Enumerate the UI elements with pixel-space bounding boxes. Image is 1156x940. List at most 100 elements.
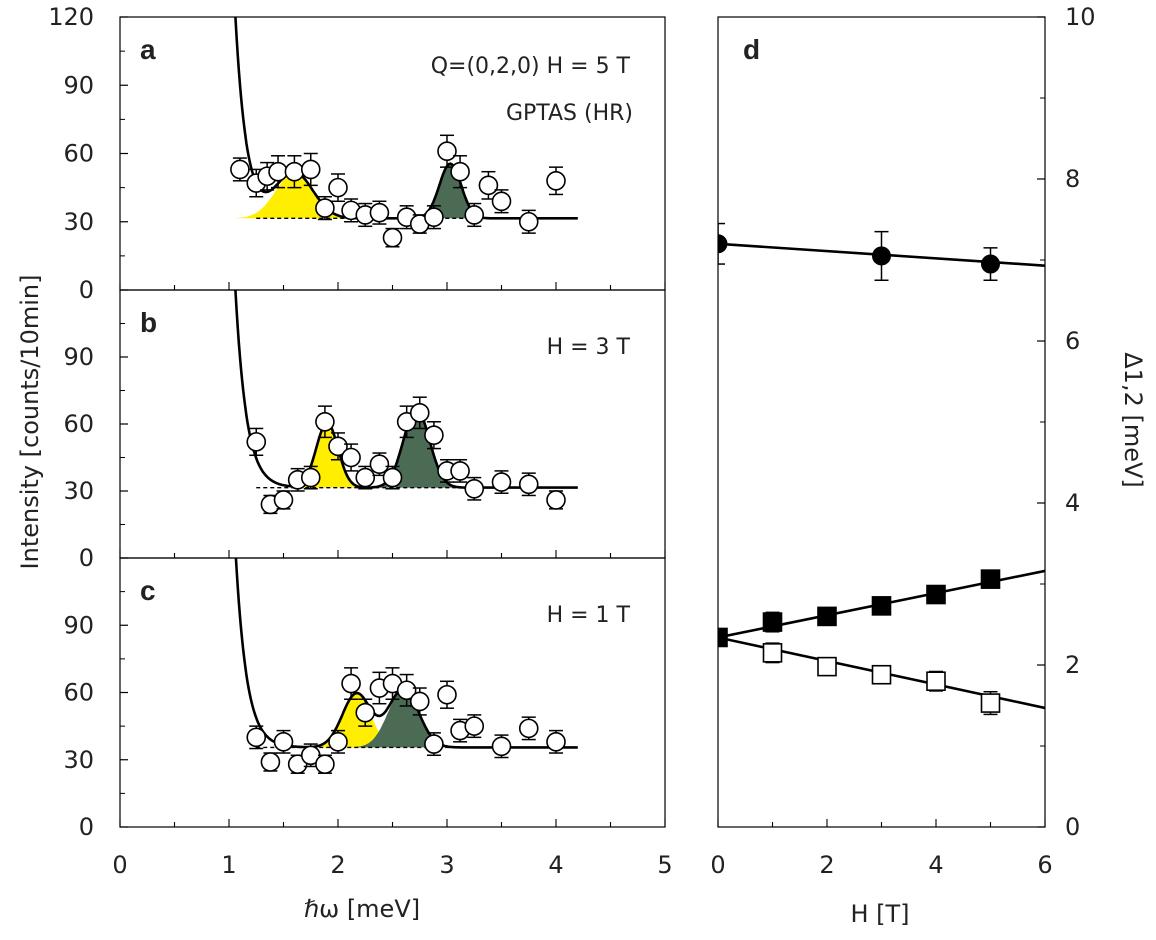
x-tick-label: 1 bbox=[221, 851, 236, 879]
data-point bbox=[355, 465, 376, 490]
y-tick-label: 90 bbox=[63, 611, 94, 639]
data-point bbox=[518, 716, 539, 741]
panel-a: 0 30 60 90 120 a Q=(0,2,0) H = 5 T GPTAS (HR) bbox=[48, 3, 666, 304]
data-marker bbox=[284, 161, 305, 182]
x-tick-label: 4 bbox=[548, 851, 563, 879]
data-marker bbox=[273, 490, 294, 510]
data-point bbox=[980, 569, 1001, 589]
x-tick-label: 2 bbox=[330, 851, 345, 879]
data-point bbox=[762, 642, 783, 664]
annotation-text: H = 3 T bbox=[547, 335, 631, 360]
data-marker bbox=[450, 161, 470, 182]
y-tick-label: 4 bbox=[1065, 489, 1080, 517]
data-point bbox=[464, 714, 485, 739]
data-point bbox=[273, 490, 294, 510]
data-marker bbox=[409, 691, 430, 712]
data-point bbox=[424, 205, 444, 230]
y-tick-label: 30 bbox=[63, 208, 94, 236]
data-marker bbox=[328, 436, 348, 457]
data-marker bbox=[817, 656, 837, 677]
data-point bbox=[257, 161, 277, 191]
plot-area bbox=[234, 558, 578, 775]
data-point bbox=[273, 729, 294, 754]
y-tick-label: 60 bbox=[63, 140, 94, 168]
data-marker bbox=[464, 716, 485, 736]
data-point bbox=[437, 134, 457, 168]
data-point bbox=[817, 606, 837, 627]
data-point bbox=[315, 754, 335, 775]
panel-letter: d bbox=[743, 34, 760, 65]
data-point bbox=[817, 656, 837, 677]
data-point bbox=[546, 729, 566, 754]
x-axis-title: ℏω [meV] bbox=[304, 895, 420, 923]
data-marker bbox=[871, 596, 892, 616]
data-marker bbox=[926, 584, 946, 605]
data-marker bbox=[382, 467, 403, 488]
data-marker bbox=[980, 693, 1001, 713]
data-point bbox=[315, 405, 335, 439]
data-point bbox=[369, 200, 390, 225]
data-point bbox=[424, 421, 444, 450]
y-tick-label: 60 bbox=[63, 679, 94, 707]
data-point bbox=[546, 166, 566, 196]
data-marker bbox=[328, 177, 348, 198]
data-point bbox=[926, 670, 946, 692]
data-point bbox=[518, 209, 539, 234]
data-marker bbox=[981, 254, 1000, 274]
data-marker bbox=[382, 227, 403, 248]
data-marker bbox=[817, 606, 837, 627]
y-tick-label: 0 bbox=[1065, 813, 1080, 841]
data-point bbox=[341, 667, 361, 700]
data-marker bbox=[424, 207, 444, 227]
data-point bbox=[450, 458, 470, 483]
data-point bbox=[246, 725, 267, 750]
annotation-text: GPTAS (HR) bbox=[506, 101, 633, 126]
data-marker bbox=[341, 673, 361, 694]
data-point bbox=[300, 465, 321, 490]
data-marker bbox=[369, 202, 390, 223]
data-point bbox=[478, 170, 499, 200]
data-marker bbox=[273, 732, 294, 752]
y-tick-label: 2 bbox=[1065, 651, 1080, 679]
data-marker bbox=[546, 732, 566, 752]
plot-area bbox=[234, 290, 578, 515]
data-marker bbox=[491, 472, 512, 492]
data-marker bbox=[980, 569, 1001, 589]
data-marker bbox=[355, 702, 376, 723]
data-point bbox=[437, 680, 457, 709]
data-marker bbox=[762, 643, 783, 663]
data-marker bbox=[328, 732, 348, 752]
data-point bbox=[396, 673, 417, 707]
y-tick-label: 10 bbox=[1065, 3, 1096, 31]
data-point bbox=[718, 222, 728, 265]
data-point bbox=[981, 247, 1000, 281]
x-tick-label: 6 bbox=[1037, 851, 1052, 879]
data-point bbox=[328, 173, 348, 203]
data-marker bbox=[871, 664, 892, 685]
data-point bbox=[246, 427, 267, 457]
data-marker bbox=[518, 474, 539, 495]
data-marker bbox=[315, 198, 335, 218]
data-point bbox=[464, 202, 485, 228]
data-marker bbox=[464, 205, 485, 225]
data-point bbox=[518, 472, 539, 497]
y-tick-label: 60 bbox=[63, 410, 94, 438]
x-tick-label: 5 bbox=[657, 851, 672, 879]
data-marker bbox=[424, 425, 444, 445]
data-point bbox=[871, 664, 892, 685]
data-marker bbox=[300, 159, 321, 180]
y-tick-label: 0 bbox=[79, 276, 94, 304]
data-marker bbox=[450, 461, 470, 481]
data-point bbox=[409, 687, 430, 716]
y-tick-label: 30 bbox=[63, 477, 94, 505]
y-tick-label: 120 bbox=[48, 3, 94, 31]
data-point bbox=[424, 732, 444, 757]
y-tick-label: 30 bbox=[63, 746, 94, 774]
series-open-square bbox=[718, 636, 1045, 716]
y-axis-title: Δ1,2 [meV] bbox=[1119, 352, 1147, 488]
annotation-text: H = 1 T bbox=[547, 603, 631, 628]
data-marker bbox=[718, 234, 728, 254]
data-marker bbox=[464, 478, 485, 499]
data-marker bbox=[491, 736, 512, 757]
